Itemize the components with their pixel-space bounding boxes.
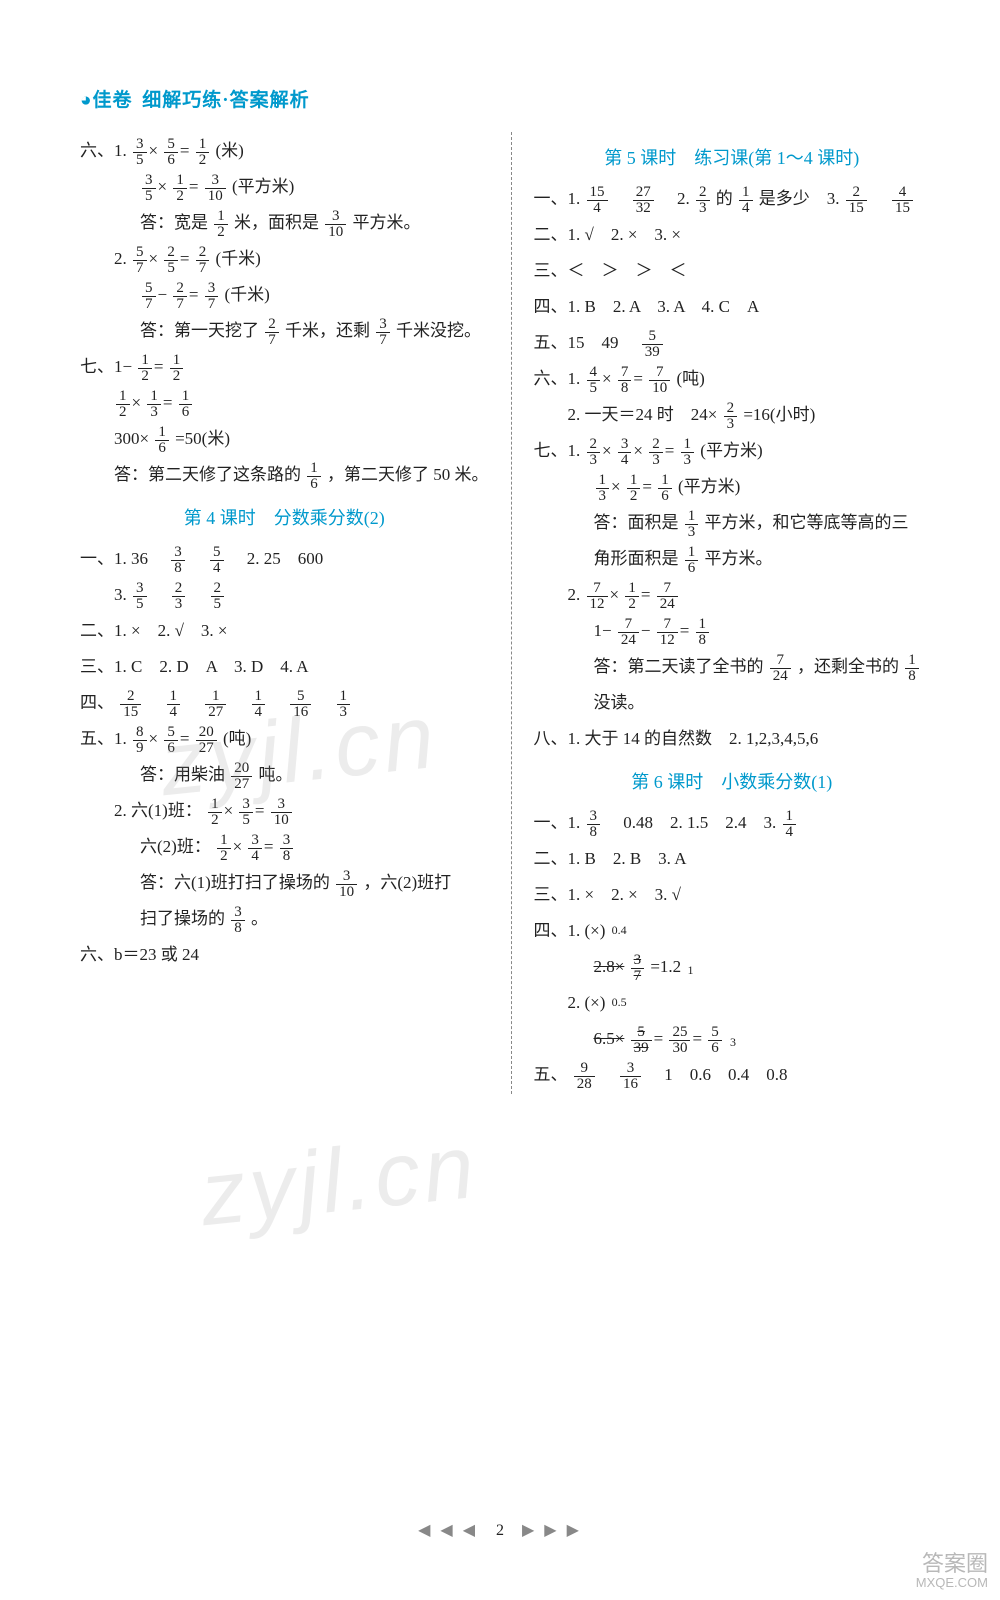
text-line: 57− 27= 37 (千米) [80,278,489,312]
section-title: 第 5 课时 练习课(第 1～4 课时) [534,140,931,176]
header-title: 细解巧练·答案解析 [142,90,309,111]
text-line: 12× 13= 16 [80,386,489,420]
text-line: 角形面积是 16 平方米。 [534,542,931,576]
text-line: 一、1. 38 0.48 2. 1.5 2.4 3. 14 [534,806,931,840]
text-line: 七、1. 23× 34× 23= 13 (平方米) [534,434,931,468]
text-line: 答：第一天挖了 27 千米，还剩 37 千米没挖。 [80,314,489,348]
text-line: 6.5× 539= 2530= 56 3 [534,1022,931,1056]
text-line: 2. 六(1)班： 12× 35= 310 [80,794,489,828]
text-line: 2.8× 37 =1.2 1 [534,950,931,984]
text-line: 1− 724− 712= 18 [534,614,931,648]
text-line: 2. (×) 0.5 [534,986,931,1020]
text-line: 答：六(1)班打扫了操场的 310 ，六(2)班打 [80,866,489,900]
section-title: 第 6 课时 小数乘分数(1) [534,764,931,800]
content-columns: 六、1. 35× 56= 12 (米) 35× 12= 310 (平方米) 答：… [80,132,930,1094]
text-line: 3. 35 23 25 [80,578,489,612]
text-line: 三、＜ ＞ ＞ ＜ [534,254,931,288]
text-line: 2. 712× 12= 724 [534,578,931,612]
text-line: 300× 16 =50(米) [80,422,489,456]
text-line: 六、1. 45× 78= 710 (吨) [534,362,931,396]
text-line: 八、1. 大于 14 的自然数 2. 1,2,3,4,5,6 [534,722,931,756]
page-header: ◕佳卷 细解巧练·答案解析 [80,85,930,112]
text-line: 答：宽是 12 米，面积是 310 平方米。 [80,206,489,240]
text-line: 二、1. B 2. B 3. A [534,842,931,876]
text-line: 三、1. C 2. D A 3. D 4. A [80,650,489,684]
triangle-left-icon: ◀ ◀ ◀ [418,1522,478,1539]
text-line: 四、1. B 2. A 3. A 4. C A [534,290,931,324]
text-line: 二、1. √ 2. × 3. × [534,218,931,252]
text-line: 七、1− 12= 12 [80,350,489,384]
text-line: 35× 12= 310 (平方米) [80,170,489,204]
watermark-text: zyjl.cn [195,1116,482,1248]
text-line: 四、 215 14 127 14 516 13 [80,686,489,720]
text-line: 六、b＝23 或 24 [80,938,489,972]
text-line: 三、1. × 2. × 3. √ [534,878,931,912]
text-line: 答：第二天读了全书的 724 ，还剩全书的 18 [534,650,931,684]
text-line: 一、1. 154 2732 2. 23 的 14 是多少 3. 215 415 [534,182,931,216]
triangle-right-icon: ▶ ▶ ▶ [522,1522,582,1539]
text-line: 五、15 49 539 [534,326,931,360]
page-number: 2 [496,1522,504,1539]
text-line: 六、1. 35× 56= 12 (米) [80,134,489,168]
text-line: 六(2)班： 12× 34= 38 [80,830,489,864]
text-line: 13× 12= 16 (平方米) [534,470,931,504]
text-line: 二、1. × 2. √ 3. × [80,614,489,648]
corner-watermark: 答案圈 MXQE.COM [916,1552,988,1590]
logo-text: ◕佳卷 [80,85,132,112]
text-line: 答：面积是 13 平方米，和它等底等高的三 [534,506,931,540]
right-column: 第 5 课时 练习课(第 1～4 课时) 一、1. 154 2732 2. 23… [516,132,931,1094]
page-footer: ◀ ◀ ◀ 2 ▶ ▶ ▶ [0,1520,1000,1540]
section-title: 第 4 课时 分数乘分数(2) [80,500,489,536]
text-line: 2. 一天＝24 时 24× 23 =16(小时) [534,398,931,432]
text-line: 五、 928 316 1 0.6 0.4 0.8 [534,1058,931,1092]
text-line: 答：用柴油 2027 吨。 [80,758,489,792]
text-line: 答：第二天修了这条路的 16 ，第二天修了 50 米。 [80,458,489,492]
text-line: 五、1. 89× 56= 2027 (吨) [80,722,489,756]
column-divider [511,132,512,1094]
text-line: 2. 57× 25= 27 (千米) [80,242,489,276]
text-line: 四、1. (×) 0.4 [534,914,931,948]
text-line: 一、1. 36 38 54 2. 25 600 [80,542,489,576]
text-line: 扫了操场的 38 。 [80,902,489,936]
left-column: 六、1. 35× 56= 12 (米) 35× 12= 310 (平方米) 答：… [80,132,507,1094]
text-line: 没读。 [534,686,931,720]
